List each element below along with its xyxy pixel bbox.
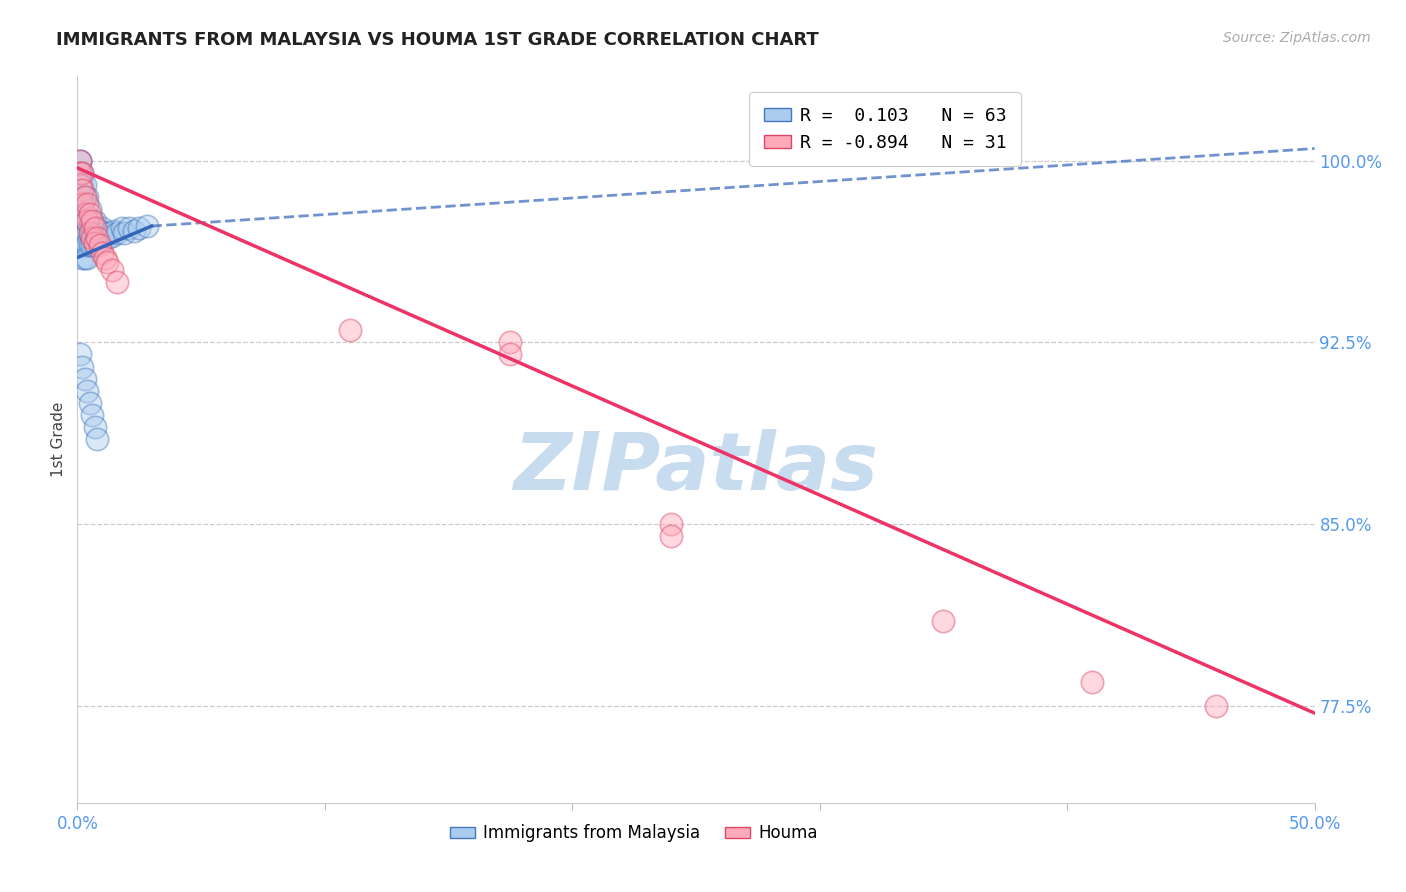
Point: [76, 190, 98, 204]
Point: [79, 396, 101, 410]
Point: [659, 517, 682, 532]
Point: [73, 372, 96, 386]
Point: [82, 214, 104, 228]
Point: [72, 227, 94, 241]
Text: ZIPatlas: ZIPatlas: [513, 429, 879, 508]
Point: [76, 214, 98, 228]
Point: [73, 190, 96, 204]
Point: [73, 207, 96, 221]
Point: [72, 251, 94, 265]
Point: [105, 227, 128, 241]
Point: [79, 214, 101, 228]
Point: [83, 420, 105, 434]
Point: [91, 231, 114, 245]
Point: [69, 202, 91, 216]
Point: [69, 166, 91, 180]
Point: [72, 197, 94, 211]
Point: [659, 529, 682, 543]
Point: [69, 178, 91, 192]
Point: [339, 323, 361, 337]
Point: [932, 614, 955, 628]
Point: [86, 231, 108, 245]
Point: [76, 214, 98, 228]
Point: [79, 207, 101, 221]
Point: [69, 347, 91, 361]
Point: [69, 227, 91, 241]
Point: [98, 227, 121, 241]
Point: [76, 238, 98, 252]
Point: [72, 359, 94, 374]
Point: [118, 221, 141, 235]
Point: [73, 178, 96, 192]
Point: [73, 214, 96, 228]
Point: [83, 227, 105, 241]
Point: [82, 227, 104, 241]
Legend: Immigrants from Malaysia, Houma: Immigrants from Malaysia, Houma: [443, 818, 825, 849]
Point: [72, 183, 94, 197]
Point: [91, 221, 114, 235]
Point: [79, 202, 101, 216]
Point: [89, 224, 111, 238]
Point: [82, 231, 104, 245]
Point: [79, 227, 101, 241]
Point: [112, 227, 135, 241]
Point: [79, 227, 101, 241]
Point: [72, 214, 94, 228]
Point: [69, 214, 91, 228]
Y-axis label: 1st Grade: 1st Grade: [51, 401, 66, 477]
Point: [76, 227, 98, 241]
Point: [135, 219, 157, 233]
Point: [89, 238, 111, 252]
Point: [128, 221, 150, 235]
Point: [86, 231, 108, 245]
Point: [83, 214, 105, 228]
Point: [73, 251, 96, 265]
Point: [103, 224, 125, 238]
Point: [499, 347, 522, 361]
Point: [73, 190, 96, 204]
Point: [69, 153, 91, 168]
Point: [82, 408, 104, 422]
Point: [69, 178, 91, 192]
Point: [72, 166, 94, 180]
Point: [79, 238, 101, 252]
Point: [69, 166, 91, 180]
Point: [76, 197, 98, 211]
Point: [122, 224, 145, 238]
Point: [86, 221, 108, 235]
Point: [1081, 674, 1104, 689]
Point: [72, 190, 94, 204]
Point: [91, 245, 114, 260]
Point: [76, 251, 98, 265]
Point: [93, 227, 115, 241]
Point: [1205, 698, 1227, 713]
Point: [111, 221, 134, 235]
Point: [69, 153, 91, 168]
Point: [105, 275, 128, 289]
Point: [72, 178, 94, 192]
Text: Source: ZipAtlas.com: Source: ZipAtlas.com: [1223, 31, 1371, 45]
Point: [101, 228, 124, 243]
Point: [83, 238, 105, 252]
Point: [73, 227, 96, 241]
Point: [73, 238, 96, 252]
Point: [96, 255, 118, 269]
Point: [82, 214, 104, 228]
Point: [89, 235, 111, 250]
Point: [69, 190, 91, 204]
Point: [83, 221, 105, 235]
Point: [76, 384, 98, 398]
Point: [86, 432, 108, 446]
Point: [72, 238, 94, 252]
Text: IMMIGRANTS FROM MALAYSIA VS HOUMA 1ST GRADE CORRELATION CHART: IMMIGRANTS FROM MALAYSIA VS HOUMA 1ST GR…: [56, 31, 818, 49]
Point: [69, 238, 91, 252]
Point: [82, 238, 104, 252]
Point: [96, 231, 118, 245]
Point: [72, 166, 94, 180]
Point: [93, 251, 115, 265]
Point: [499, 335, 522, 350]
Point: [83, 235, 105, 250]
Point: [101, 262, 124, 277]
Point: [69, 153, 91, 168]
